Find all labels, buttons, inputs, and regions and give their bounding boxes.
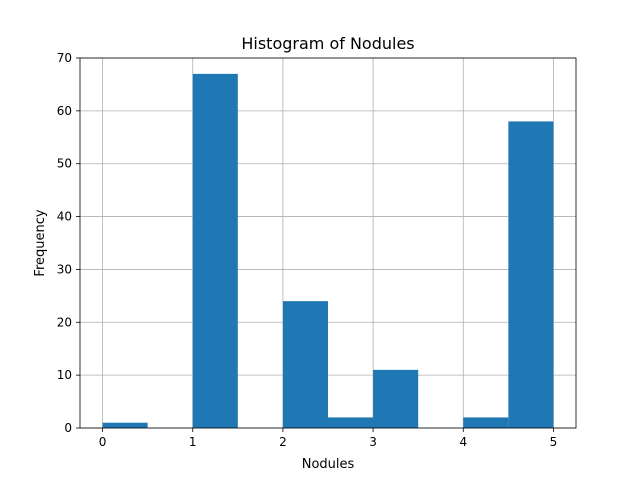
- y-tick-label: 50: [57, 157, 72, 171]
- y-tick-label: 60: [57, 104, 72, 118]
- y-tick-label: 30: [57, 262, 72, 276]
- x-axis-label: Nodules: [302, 457, 355, 472]
- plot-frame: [79, 57, 577, 429]
- histogram-bar: [508, 121, 554, 428]
- x-tick-label: 2: [279, 435, 287, 449]
- y-tick-label: 70: [57, 51, 72, 65]
- y-tick-label: 10: [57, 368, 72, 382]
- x-tick-label: 1: [189, 435, 197, 449]
- x-tick-label: 4: [459, 435, 467, 449]
- chart-title: Histogram of Nodules: [241, 34, 414, 53]
- x-tick-label: 3: [369, 435, 377, 449]
- y-tick-label: 20: [57, 315, 72, 329]
- histogram-bar: [192, 73, 238, 428]
- histogram-bar: [282, 301, 328, 428]
- histogram-bar: [373, 369, 419, 428]
- bars: [102, 73, 554, 428]
- histogram-bar: [102, 422, 148, 428]
- y-tick-label: 0: [64, 421, 72, 435]
- y-tick-label: 40: [57, 210, 72, 224]
- histogram-bar: [463, 417, 509, 428]
- x-tick-label: 5: [550, 435, 558, 449]
- x-tick-label: 0: [99, 435, 107, 449]
- histogram-bar: [328, 417, 374, 428]
- y-axis-label: Frequency: [33, 209, 48, 276]
